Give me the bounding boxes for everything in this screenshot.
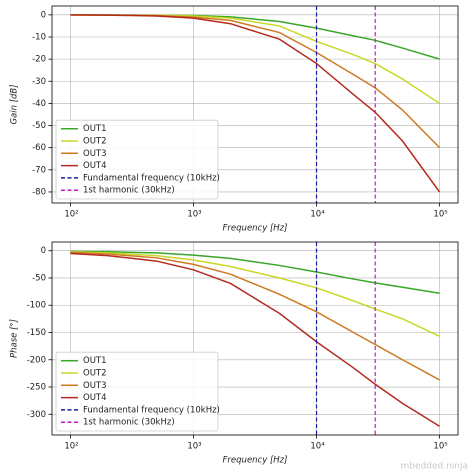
legend-label: OUT4 bbox=[83, 161, 107, 171]
x-axis-label: Frequency [Hz] bbox=[223, 224, 288, 234]
y-tick-label: -200 bbox=[27, 355, 46, 365]
y-tick-label: -10 bbox=[32, 32, 46, 42]
y-tick-label: -20 bbox=[32, 55, 46, 65]
legend-box bbox=[55, 119, 219, 200]
legend-label: OUT1 bbox=[83, 356, 107, 366]
legend-label: 1st harmonic (30kHz) bbox=[83, 418, 175, 428]
x-tick-label: 10⁵ bbox=[433, 442, 447, 452]
series-line bbox=[70, 252, 440, 427]
x-tick-label: 10³ bbox=[187, 442, 201, 452]
legend-box bbox=[55, 351, 219, 432]
y-tick-label: 0 bbox=[41, 246, 46, 256]
y-tick-label: -80 bbox=[32, 187, 46, 197]
legend-label: OUT4 bbox=[83, 393, 107, 403]
legend-label: 1st harmonic (30kHz) bbox=[83, 186, 175, 196]
x-tick-label: 10² bbox=[64, 442, 78, 452]
x-tick-label: 10³ bbox=[187, 210, 201, 220]
legend-label: OUT3 bbox=[83, 381, 107, 391]
watermark: mbedded.ninja bbox=[401, 462, 468, 472]
series-line bbox=[70, 14, 441, 193]
x-tick-label: 10⁴ bbox=[310, 442, 325, 452]
series-line bbox=[70, 251, 440, 337]
y-tick-label: -150 bbox=[27, 328, 46, 338]
x-tick-label: 10² bbox=[64, 210, 78, 220]
y-tick-label: 0 bbox=[41, 10, 46, 20]
y-tick-label: -30 bbox=[32, 77, 46, 87]
legend-label: OUT1 bbox=[83, 124, 107, 134]
axes: 10² 10³ 10⁴ 10⁵ 0 -10 -20 -30 -40 -50 -60 -70 -80 Fre… bbox=[10, 5, 459, 234]
x-tick-label: 10⁴ bbox=[310, 210, 325, 220]
y-tick-label: -60 bbox=[32, 143, 46, 153]
legend-label: Fundamental frequency (10kHz) bbox=[83, 405, 220, 415]
legend-label: Fundamental frequency (10kHz) bbox=[83, 173, 220, 183]
y-tick-label: -100 bbox=[27, 301, 46, 311]
x-tick-label: 10⁵ bbox=[433, 210, 447, 220]
legend-label: OUT3 bbox=[83, 149, 107, 159]
legend-label: OUT2 bbox=[83, 369, 107, 379]
y-tick-label: -70 bbox=[32, 165, 46, 175]
series-line bbox=[70, 251, 440, 381]
y-tick-label: -250 bbox=[27, 383, 46, 393]
y-tick-label: -50 bbox=[32, 121, 46, 131]
y-axis-label: Phase [°] bbox=[10, 319, 20, 358]
y-tick-label: -40 bbox=[32, 99, 46, 109]
axes-frame bbox=[51, 5, 459, 204]
axes-frame bbox=[51, 241, 459, 436]
y-tick-label: -300 bbox=[27, 410, 46, 420]
legend-label: OUT2 bbox=[83, 137, 107, 147]
series-line bbox=[70, 250, 440, 294]
y-tick-label: -50 bbox=[32, 273, 46, 283]
y-axis-label: Gain [dB] bbox=[10, 84, 20, 124]
x-axis-label: Frequency [Hz] bbox=[223, 456, 288, 466]
axes: 10² 10³ 10⁴ 10⁵ 0 -50 -100 -150 -200 -250 -300 Freq… bbox=[10, 241, 459, 466]
